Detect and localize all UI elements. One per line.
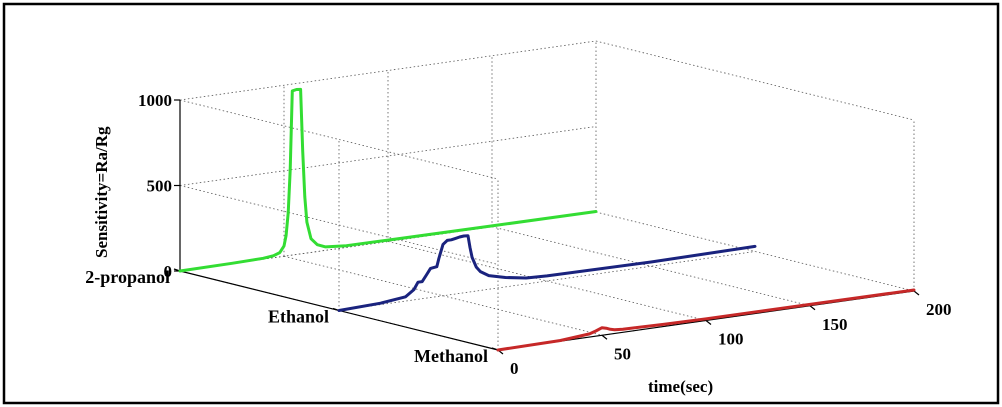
category-label: Methanol xyxy=(414,346,488,366)
tick-labels: 0 500 1000 2-propanol Ethanol Methanol 0 50 100 1… xyxy=(85,91,951,378)
x-axis-label: time(sec) xyxy=(648,377,713,396)
gridline-floor-x xyxy=(491,226,811,307)
gridline-floor-x xyxy=(387,241,707,321)
z-tick-label: 0 xyxy=(164,262,173,281)
x-tick-label: 200 xyxy=(926,300,952,319)
x-tick-mark xyxy=(809,305,816,311)
gridline-sidewall-z xyxy=(179,99,499,180)
gridline-rightwall-top xyxy=(595,40,915,121)
series-line-2-propanol xyxy=(178,87,598,273)
x-tick-mark xyxy=(601,334,608,340)
z-tick-label: 500 xyxy=(147,177,173,196)
x-tick-label: 0 xyxy=(510,359,519,378)
gridline-floor-x xyxy=(595,211,915,292)
gridline-sidewall-z xyxy=(179,185,499,265)
z-axis-label: Sensitivity=Ra/Rg xyxy=(92,126,111,258)
category-label: Ethanol xyxy=(268,307,329,327)
category-label: 2-propanol xyxy=(85,267,170,287)
series-line-ethanol xyxy=(337,234,757,312)
series-lines xyxy=(178,87,916,352)
x-tick-label: 50 xyxy=(614,344,631,363)
x-tick-label: 150 xyxy=(822,315,848,334)
series-line-methanol xyxy=(496,288,916,352)
z-tick-label: 1000 xyxy=(138,91,172,110)
x-tick-label: 100 xyxy=(718,330,744,349)
gridline-floor-x xyxy=(283,255,603,336)
x-tick-mark xyxy=(705,320,712,325)
x-tick-mark xyxy=(913,290,920,296)
